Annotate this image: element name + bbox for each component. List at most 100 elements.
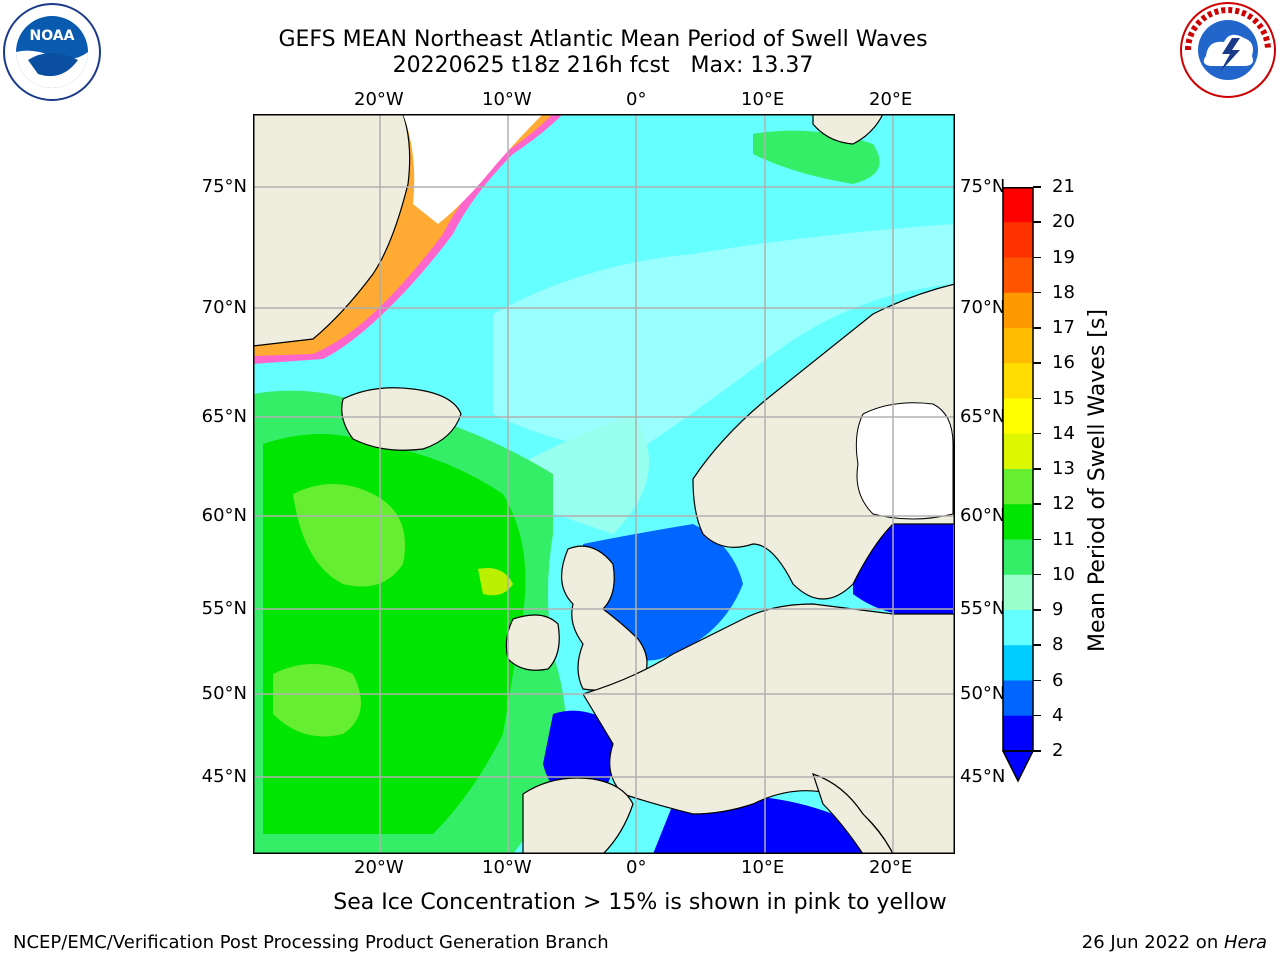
colorbar-segment bbox=[1003, 257, 1033, 294]
colorbar-tick-label: 11 bbox=[1052, 528, 1075, 550]
colorbar-tick-label: 8 bbox=[1052, 634, 1064, 656]
lat-label-right-75n: 75°N bbox=[960, 176, 1006, 197]
colorbar-label: Mean Period of Swell Waves [s] bbox=[1085, 309, 1110, 652]
colorbar-tick-mark bbox=[1033, 327, 1041, 329]
colorbar-segment bbox=[1003, 574, 1033, 611]
period-zone-11-12-b bbox=[273, 664, 361, 737]
colorbar-tick-label: 9 bbox=[1052, 599, 1064, 620]
colorbar-tick-label: 16 bbox=[1052, 352, 1075, 374]
bothnia-white bbox=[855, 402, 954, 520]
lat-label-right-65n: 65°N bbox=[960, 406, 1006, 427]
colorbar-tick-mark bbox=[1033, 468, 1041, 470]
colorbar-tick-mark bbox=[1033, 679, 1041, 681]
period-zone-12-13 bbox=[478, 568, 513, 596]
colorbar-tick-mark bbox=[1033, 362, 1041, 364]
lon-label-bottom-0: 0° bbox=[626, 857, 647, 878]
lat-label-left-45n: 45°N bbox=[201, 766, 247, 787]
colorbar-segment bbox=[1003, 469, 1033, 505]
lon-label-top-20e: 20°E bbox=[869, 89, 913, 110]
lat-label-right-55n: 55°N bbox=[960, 598, 1006, 619]
lat-label-right-50n: 50°N bbox=[960, 683, 1006, 704]
lat-label-left-70n: 70°N bbox=[201, 297, 247, 318]
noaa-logo: NOAA bbox=[3, 3, 101, 101]
colorbar-tick-mark bbox=[1033, 186, 1041, 188]
colorbar-tick-mark bbox=[1033, 432, 1041, 435]
colorbar-tick-mark bbox=[1033, 644, 1041, 646]
colorbar-segment bbox=[1003, 187, 1033, 223]
colorbar-tick-mark bbox=[1033, 609, 1041, 611]
colorbar-tick-label: 2 bbox=[1052, 740, 1064, 761]
noaa-logo-text: NOAA bbox=[30, 28, 75, 44]
lat-label-right-45n: 45°N bbox=[960, 766, 1006, 787]
colorbar-tick-label: 21 bbox=[1052, 176, 1075, 197]
period-zone-8-9 bbox=[493, 224, 953, 454]
colorbar-tick-mark bbox=[1033, 221, 1041, 223]
lon-label-bottom-20e: 20°E bbox=[869, 857, 913, 878]
colorbar-tick-label: 10 bbox=[1052, 563, 1075, 585]
swell-period-map bbox=[253, 114, 955, 854]
colorbar-tick-label: 12 bbox=[1052, 493, 1075, 515]
lat-label-left-60n: 60°N bbox=[201, 505, 247, 526]
footer-date: 26 Jun 2022 on Hera bbox=[1082, 932, 1267, 953]
colorbar-tick-mark bbox=[1033, 750, 1041, 752]
lat-label-left-65n: 65°N bbox=[201, 406, 247, 427]
colorbar-segment bbox=[1003, 715, 1033, 752]
colorbar-tick-mark bbox=[1033, 573, 1041, 576]
colorbar-tick-label: 15 bbox=[1052, 387, 1075, 409]
iberia-land bbox=[522, 777, 634, 854]
graticule bbox=[253, 114, 955, 854]
colorbar-tick-label: 18 bbox=[1052, 281, 1075, 303]
scandinavia-land bbox=[692, 283, 955, 600]
chart-title: GEFS MEAN Northeast Atlantic Mean Period… bbox=[278, 27, 928, 52]
footer-host: Hera bbox=[1223, 932, 1267, 953]
footer-credit: NCEP/EMC/Verification Post Processing Pr… bbox=[13, 932, 609, 953]
lon-label-top-10w: 10°W bbox=[482, 89, 532, 110]
lat-label-left-50n: 50°N bbox=[201, 683, 247, 704]
period-zone-11-12 bbox=[293, 484, 405, 587]
colorbar-tick-label: 19 bbox=[1052, 246, 1075, 268]
lat-label-left-55n: 55°N bbox=[201, 598, 247, 619]
nws-logo bbox=[1180, 2, 1276, 98]
colorbar-segment bbox=[1003, 539, 1033, 576]
lat-label-right-70n: 70°N bbox=[960, 297, 1006, 318]
lon-label-bottom-10w: 10°W bbox=[482, 857, 532, 878]
colorbar-tick-mark bbox=[1033, 291, 1041, 294]
colorbar-segment bbox=[1003, 292, 1033, 329]
colorbar-tick-label: 13 bbox=[1052, 458, 1075, 479]
colorbar-tick-label: 4 bbox=[1052, 704, 1064, 726]
colorbar-tick-mark bbox=[1033, 397, 1041, 399]
lat-label-left-75n: 75°N bbox=[201, 176, 247, 197]
period-zone-baltic bbox=[853, 524, 953, 617]
lon-label-top-0: 0° bbox=[626, 89, 647, 110]
colorbar-segment bbox=[1003, 610, 1033, 646]
colorbar-segment bbox=[1003, 504, 1033, 540]
lon-label-top-10e: 10°E bbox=[741, 89, 785, 110]
colorbar-extend-arrow bbox=[1001, 750, 1035, 783]
colorbar-tick-mark bbox=[1033, 538, 1041, 540]
map-frame bbox=[253, 114, 955, 854]
italy-land bbox=[812, 773, 894, 854]
colorbar-tick-label: 17 bbox=[1052, 317, 1075, 338]
colorbar-tick-mark bbox=[1033, 256, 1041, 258]
colorbar-segment bbox=[1003, 645, 1033, 681]
footer-date-text: 26 Jun 2022 on bbox=[1081, 932, 1224, 953]
colorbar-segment bbox=[1003, 680, 1033, 717]
colorbar-segment bbox=[1003, 328, 1033, 364]
colorbar-tick-label: 14 bbox=[1052, 422, 1075, 444]
colorbar-segment bbox=[1003, 222, 1033, 258]
colorbar-tick-mark bbox=[1033, 503, 1041, 505]
colorbar-segment bbox=[1003, 398, 1033, 435]
lon-label-top-20w: 20°W bbox=[354, 89, 404, 110]
greenland-land bbox=[253, 114, 411, 347]
lon-label-bottom-20w: 20°W bbox=[354, 857, 404, 878]
colorbar-tick-mark bbox=[1033, 714, 1041, 717]
colorbar-tick-label: 6 bbox=[1052, 669, 1064, 691]
sea-ice-note: Sea Ice Concentration > 15% is shown in … bbox=[333, 890, 947, 915]
svalbard-land bbox=[812, 114, 884, 145]
ireland-land bbox=[505, 614, 560, 671]
lat-label-right-60n: 60°N bbox=[960, 505, 1006, 526]
lon-label-bottom-10e: 10°E bbox=[741, 857, 785, 878]
colorbar bbox=[1001, 187, 1035, 783]
colorbar-segment bbox=[1003, 363, 1033, 399]
chart-subtitle-forecast: 20220625 t18z 216h fcst Max: 13.37 bbox=[392, 53, 814, 78]
